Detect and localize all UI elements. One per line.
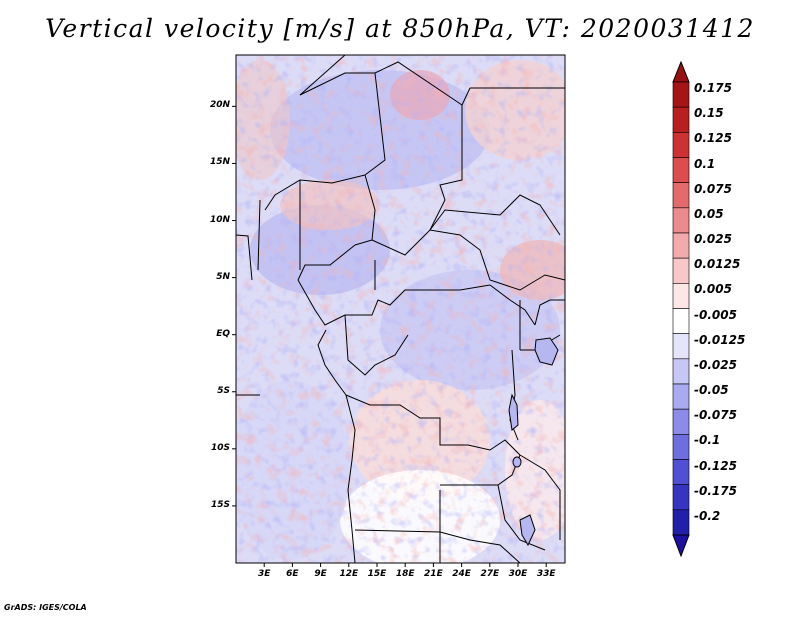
lat-tick-label: 15S: [210, 499, 230, 510]
colorbar-level-label: 0.005: [694, 282, 732, 297]
lat-tick-label: 15N: [209, 157, 230, 168]
lon-tick-label: 30E: [508, 569, 528, 579]
lat-tick-label: 5S: [217, 385, 230, 396]
lon-tick-label: 33E: [536, 569, 556, 579]
lon-tick-label: 9E: [314, 569, 327, 579]
colorbar-level-label: -0.05: [694, 383, 729, 397]
grads-credit: GrADS: IGES/COLA: [4, 603, 87, 612]
lon-tick-label: 15E: [367, 569, 387, 579]
lon-tick-label: 6E: [286, 569, 299, 579]
colorbar-level-label: -0.1: [694, 433, 721, 448]
colorbar-level-label: 0.175: [694, 81, 732, 95]
colorbar-level-label: 0.025: [694, 232, 732, 246]
colorbar-level-label: 0.125: [694, 131, 732, 146]
lat-tick-label: EQ: [216, 328, 230, 339]
colorbar-level-label: 0.075: [694, 181, 732, 196]
lon-tick-label: 27E: [480, 569, 500, 579]
colorbar-level-label: -0.0125: [694, 332, 746, 347]
lat-tick-label: 20N: [209, 100, 230, 111]
lakes: [508, 337, 559, 547]
colorbar-level-label: -0.025: [694, 357, 737, 372]
colorbar-level-label: 0.1: [694, 156, 716, 171]
lon-tick-label: 24E: [452, 569, 471, 579]
colorbar-level-label: 0.05: [694, 206, 724, 221]
lat-tick-label: 10S: [210, 442, 230, 453]
colorbar-level-label: -0.005: [694, 307, 737, 322]
lat-tick-label: 5N: [216, 271, 230, 282]
country-boundaries: [235, 54, 566, 564]
lon-tick-label: 18E: [395, 569, 415, 579]
lon-tick-label: 3E: [257, 569, 271, 579]
lon-tick-label: 12E: [339, 569, 359, 579]
colorbar-level-label: -0.075: [694, 408, 737, 423]
colorbar-level-label: -0.125: [694, 458, 737, 473]
lon-tick-marks: [263, 563, 547, 567]
colorbar-level-label: -0.2: [694, 508, 721, 523]
lat-tick-label: 10N: [209, 214, 230, 225]
chart-title: Vertical velocity [m/s] at 850hPa, VT: 2…: [45, 14, 755, 43]
colorbar-level-label: 0.15: [694, 106, 724, 121]
colorbar-level-label: -0.175: [694, 483, 737, 498]
lon-tick-label: 21E: [424, 569, 443, 579]
lat-tick-marks: [232, 105, 236, 507]
map-frame: [235, 54, 566, 564]
vertical-velocity-field: [236, 55, 565, 563]
colorbar-level-label: 0.0125: [694, 257, 741, 272]
